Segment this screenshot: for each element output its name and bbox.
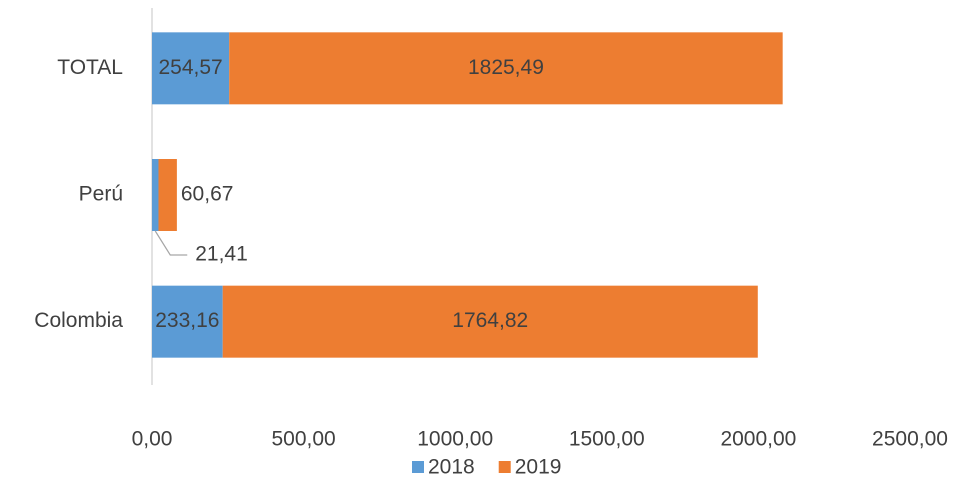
data-label: 1764,82 bbox=[452, 309, 528, 332]
x-tick-label: 1000,00 bbox=[417, 428, 493, 451]
data-label: 1825,49 bbox=[468, 56, 544, 79]
x-tick-label: 2500,00 bbox=[872, 428, 948, 451]
bar-segment bbox=[152, 159, 159, 231]
legend-swatch bbox=[412, 461, 424, 473]
y-tick-label: Colombia bbox=[34, 309, 123, 332]
legend-label: 2019 bbox=[515, 456, 562, 479]
data-label: 254,57 bbox=[158, 56, 222, 79]
legend-swatch bbox=[498, 461, 511, 473]
x-tick-label: 0,00 bbox=[132, 428, 173, 451]
x-tick-label: 1500,00 bbox=[569, 428, 645, 451]
bar-segment bbox=[158, 159, 177, 231]
bar-segment bbox=[222, 285, 758, 358]
x-tick-label: 2000,00 bbox=[720, 428, 796, 451]
data-label: 60,67 bbox=[181, 183, 234, 206]
leader-line bbox=[154, 230, 188, 256]
y-tick-label: Perú bbox=[79, 183, 123, 206]
x-tick-label: 500,00 bbox=[271, 428, 335, 451]
data-label: 21,41 bbox=[195, 243, 248, 266]
bar-segment bbox=[152, 32, 230, 105]
data-label: 233,16 bbox=[155, 309, 219, 332]
legend-label: 2018 bbox=[428, 456, 475, 479]
bar-segment bbox=[152, 285, 223, 358]
bar-segment bbox=[229, 32, 783, 105]
y-tick-label: TOTAL bbox=[57, 56, 123, 79]
